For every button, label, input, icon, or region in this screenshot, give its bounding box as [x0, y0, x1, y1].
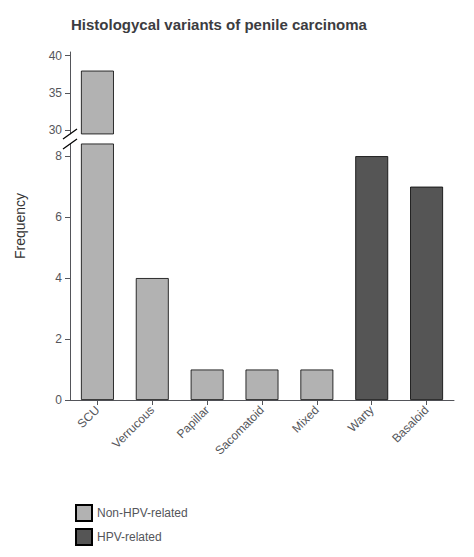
svg-text:SCU: SCU: [75, 403, 103, 431]
svg-text:HPV-related: HPV-related: [97, 530, 162, 544]
svg-text:0: 0: [55, 393, 62, 407]
svg-text:2: 2: [55, 332, 62, 346]
svg-text:Mixed: Mixed: [289, 403, 322, 436]
svg-text:Frequency: Frequency: [12, 193, 28, 259]
svg-text:8: 8: [55, 149, 62, 163]
svg-text:Non-HPV-related: Non-HPV-related: [97, 506, 188, 520]
svg-text:30: 30: [49, 123, 63, 137]
svg-text:35: 35: [49, 86, 63, 100]
svg-text:Warty: Warty: [345, 403, 377, 435]
svg-text:Verrucous: Verrucous: [109, 403, 157, 451]
svg-text:4: 4: [55, 271, 62, 285]
svg-text:6: 6: [55, 210, 62, 224]
svg-text:Histologycal variants of penil: Histologycal variants of penile carcinom…: [71, 16, 368, 33]
svg-text:Papillar: Papillar: [174, 403, 212, 441]
svg-text:Sacomatoid: Sacomatoid: [212, 403, 267, 458]
svg-text:40: 40: [49, 49, 63, 63]
svg-text:Basaloid: Basaloid: [389, 403, 431, 445]
